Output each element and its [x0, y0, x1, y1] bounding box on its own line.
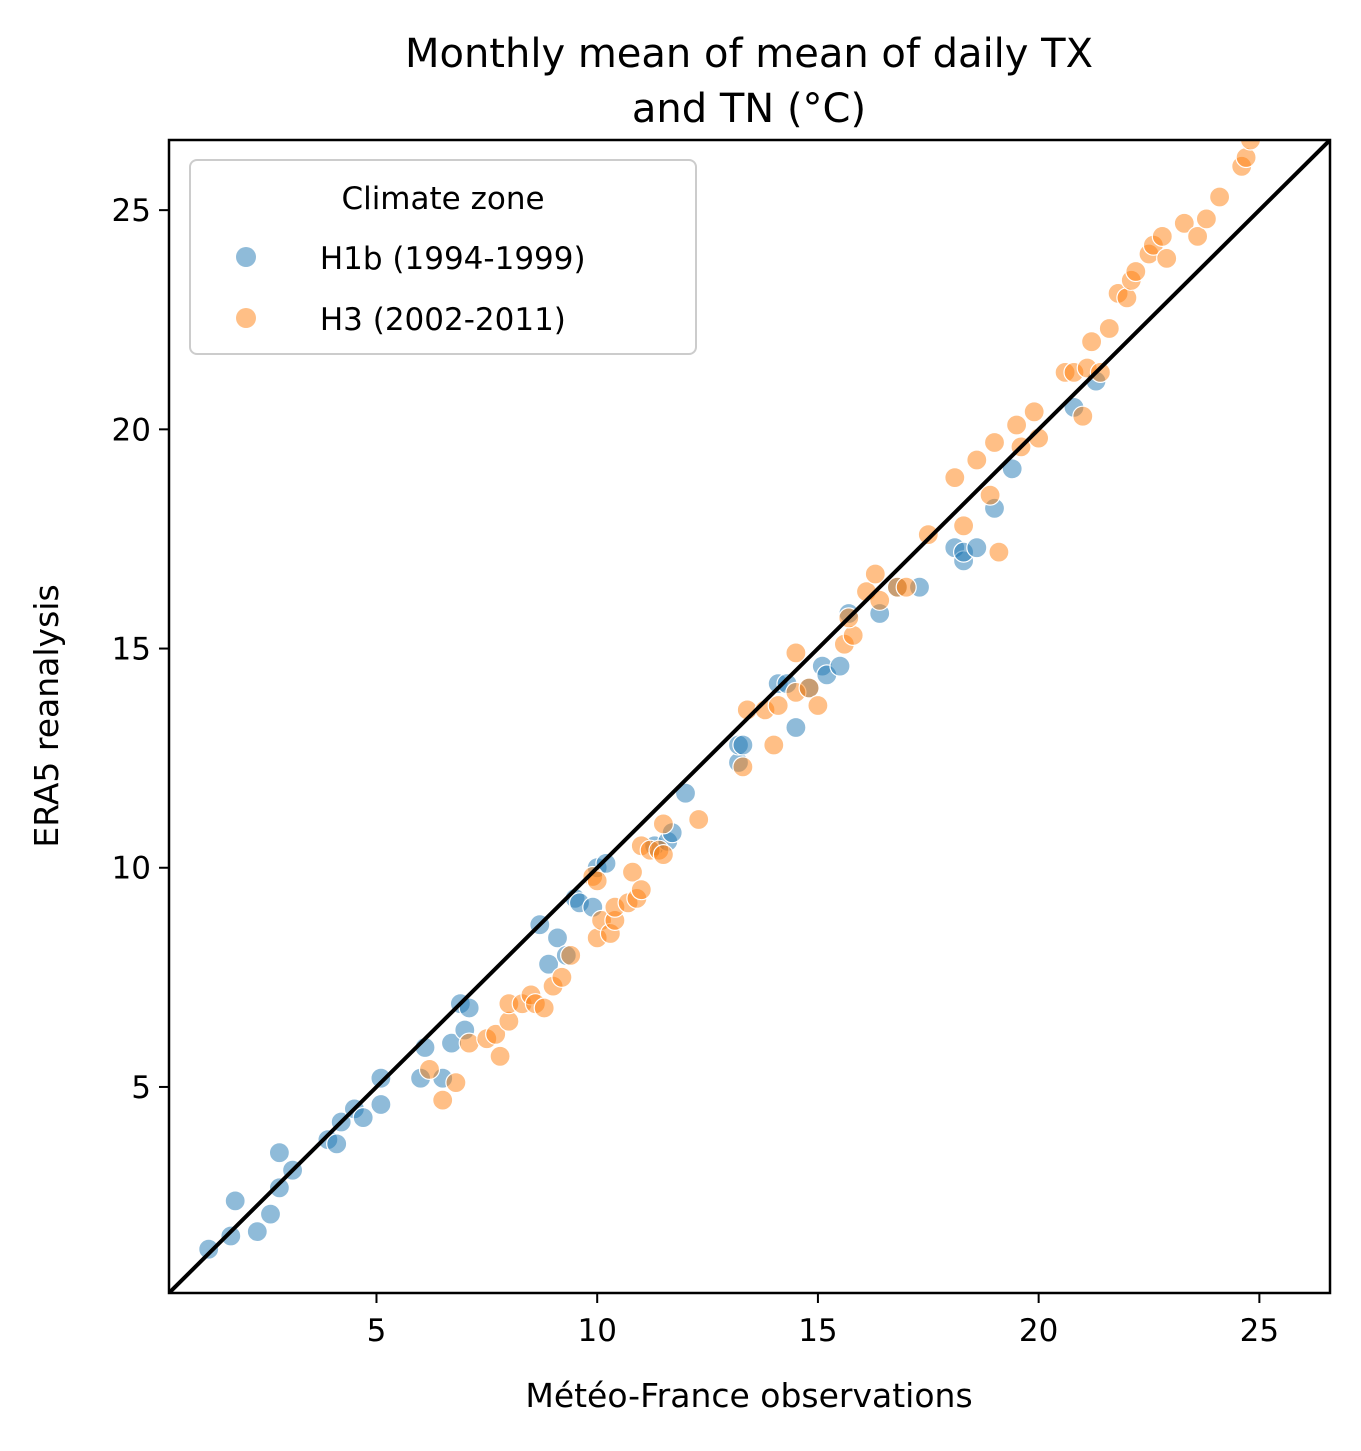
data-point-series-1 — [551, 966, 573, 988]
data-point-series-1 — [979, 484, 1001, 506]
data-point-series-1 — [952, 515, 975, 537]
data-point-series-0 — [785, 716, 807, 739]
x-tick-label: 15 — [798, 1313, 837, 1349]
data-point-series-0 — [352, 1106, 374, 1129]
chart-title-line-1: Monthly mean of mean of daily TX — [405, 31, 1093, 77]
x-axis-ticks: 5 10 15 20 25 — [367, 1293, 1279, 1349]
legend-title: Climate zone — [341, 181, 544, 217]
data-point-series-1 — [652, 843, 675, 866]
identity-line — [169, 140, 1330, 1293]
data-point-series-1 — [1089, 361, 1112, 383]
y-tick-label: 25 — [112, 193, 151, 229]
data-point-series-1 — [458, 1032, 480, 1054]
data-point-series-0 — [674, 782, 697, 804]
data-point-series-0 — [259, 1203, 282, 1225]
data-point-series-1 — [767, 694, 789, 717]
data-point-series-0 — [732, 734, 754, 756]
data-point-series-1 — [418, 1058, 441, 1081]
data-point-series-0 — [1001, 458, 1023, 480]
plot-frame — [167, 138, 1332, 1295]
x-tick-label: 10 — [577, 1313, 616, 1349]
legend-box — [189, 159, 697, 355]
data-point-series-0 — [458, 997, 480, 1019]
data-point-series-1 — [988, 541, 1010, 563]
chart-title-line-2: and TN (°C) — [632, 86, 866, 132]
data-point-series-1 — [785, 642, 807, 664]
y-tick-label: 20 — [112, 412, 151, 448]
data-point-series-1 — [1005, 414, 1028, 436]
data-point-series-1 — [983, 431, 1006, 454]
data-point-series-0 — [537, 953, 560, 975]
y-axis-ticks: 5 10 15 20 25 — [112, 193, 169, 1106]
legend-marker-h3 — [236, 308, 256, 328]
data-point-series-1 — [763, 734, 785, 756]
data-point-series-0 — [370, 1093, 392, 1116]
data-point-series-0 — [370, 1067, 392, 1089]
data-point-series-1 — [869, 589, 891, 611]
x-tick-label: 20 — [1019, 1313, 1058, 1349]
data-point-series-1 — [1173, 212, 1195, 234]
data-point-series-1 — [798, 677, 820, 699]
data-point-series-1 — [630, 879, 652, 901]
data-point-series-1 — [895, 576, 917, 598]
x-axis-label: Météo-France observations — [525, 1376, 972, 1415]
scatter-points — [198, 140, 1262, 1260]
data-point-series-1 — [966, 449, 988, 471]
data-point-series-1 — [560, 944, 582, 967]
data-point-series-1 — [1208, 186, 1231, 208]
data-point-series-1 — [688, 808, 710, 831]
data-point-series-1 — [1080, 331, 1103, 353]
data-point-series-1 — [732, 756, 754, 778]
data-point-series-1 — [445, 1071, 467, 1094]
data-point-series-1 — [1151, 225, 1173, 247]
y-tick-label: 10 — [112, 851, 151, 887]
data-point-series-1 — [1195, 208, 1218, 230]
legend-label-h3: H3 (2002-2011) — [310, 302, 566, 338]
data-point-series-1 — [533, 997, 555, 1019]
x-tick-label: 25 — [1240, 1313, 1279, 1349]
data-point-series-0 — [268, 1142, 290, 1164]
data-point-series-1 — [1116, 287, 1138, 309]
data-point-series-1 — [1156, 247, 1178, 269]
legend: Climate zone H1b (1994-1999) H3 (2002-20… — [189, 159, 697, 355]
data-point-series-1 — [1072, 405, 1094, 427]
y-tick-label: 15 — [112, 632, 151, 668]
data-point-series-1 — [1098, 317, 1120, 340]
data-point-series-0 — [595, 852, 617, 875]
y-axis-label: ERA5 reanalysis — [27, 584, 66, 847]
data-point-series-1 — [807, 694, 829, 717]
legend-marker-h1b — [236, 247, 256, 267]
data-point-series-0 — [198, 1238, 220, 1260]
data-point-series-1 — [621, 861, 644, 883]
data-point-series-0 — [224, 1190, 246, 1212]
data-point-series-0 — [546, 927, 569, 949]
y-tick-label: 5 — [131, 1070, 151, 1106]
data-point-series-1 — [1239, 140, 1262, 151]
data-point-series-1 — [944, 467, 966, 489]
data-point-series-1 — [586, 870, 608, 892]
data-point-series-1 — [864, 563, 886, 585]
data-point-series-0 — [246, 1220, 268, 1243]
data-point-series-1 — [1125, 260, 1147, 283]
data-point-series-1 — [485, 1023, 507, 1045]
data-point-series-1 — [842, 624, 864, 647]
data-point-series-1 — [917, 523, 939, 546]
x-tick-label: 5 — [367, 1313, 387, 1349]
data-point-series-1 — [652, 813, 675, 835]
data-point-series-1 — [1235, 146, 1257, 169]
data-point-series-0 — [966, 537, 988, 559]
data-point-series-0 — [829, 655, 851, 677]
data-point-series-0 — [326, 1133, 348, 1155]
data-point-series-1 — [432, 1089, 454, 1111]
data-point-series-1 — [1023, 401, 1045, 423]
data-point-series-1 — [489, 1045, 511, 1067]
legend-label-h1b: H1b (1994-1999) — [310, 241, 586, 277]
data-point-series-0 — [268, 1177, 290, 1199]
data-point-series-1 — [1186, 225, 1209, 247]
data-point-series-0 — [220, 1225, 242, 1247]
